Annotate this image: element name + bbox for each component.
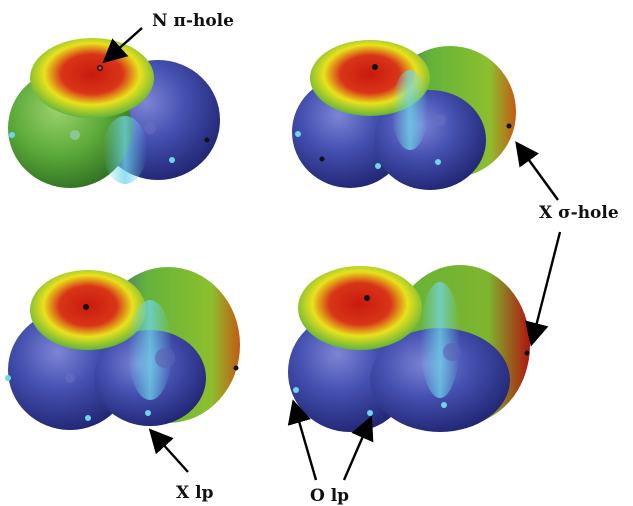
label-o-lp: O lp: [310, 486, 349, 506]
molecule-bottom-left: [5, 267, 240, 430]
arrow-o-lp-right: [342, 415, 374, 481]
label-n-pi-hole: N π-hole: [152, 11, 234, 31]
label-x-lp: X lp: [176, 483, 214, 503]
molecule-top-left: [8, 38, 220, 188]
label-x-sigma-hole: X σ-hole: [539, 203, 619, 223]
arrow-x-sigma-hole-bottom: [525, 231, 562, 347]
arrow-o-lp-left: [287, 399, 318, 481]
molecule-top-right: [292, 40, 516, 190]
arrow-n-pi-hole: [102, 27, 143, 64]
annotation-arrows: [102, 27, 562, 481]
molecule-bottom-right: [288, 265, 530, 432]
arrow-x-lp: [148, 428, 189, 473]
arrow-x-sigma-hole-top: [515, 141, 559, 201]
